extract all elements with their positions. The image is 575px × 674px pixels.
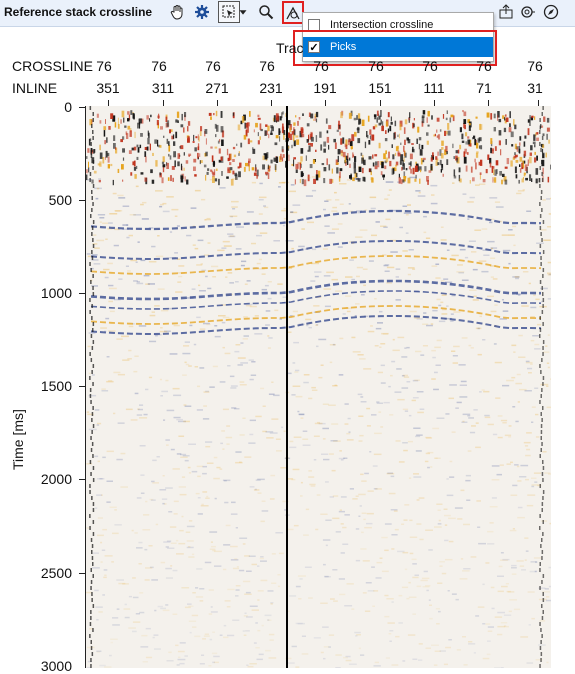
y-tick [79,200,85,201]
y-tick-label: 0 [64,99,72,115]
compass-icon[interactable] [541,2,561,22]
inline-value: 71 [476,80,492,96]
inline-value: 151 [368,80,392,96]
x-tick [380,100,381,106]
y-tick [79,479,85,480]
x-tick [538,100,539,106]
y-tick-label: 1000 [40,285,72,301]
picks-toggle-icon[interactable] [282,1,304,24]
y-tick [79,386,85,387]
menu-item-picks[interactable]: ✓ Picks [303,37,493,57]
target-icon[interactable] [518,2,538,22]
y-tick-label: 3000 [40,658,72,674]
menu-item-label: Intersection crossline [330,19,434,31]
x-tick [217,100,218,106]
y-axis-label: Time [ms] [10,409,26,470]
y-tick [79,107,85,108]
inline-value: 311 [151,80,175,96]
menu-item-intersection-crossline[interactable]: Intersection crossline [303,15,493,35]
crossline-value: 76 [151,58,167,74]
export-icon[interactable] [496,2,516,22]
panel-title: Reference stack crossline [4,5,153,19]
traces-axis-title: Trac [276,40,304,56]
crossline-label: CROSSLINE [12,58,93,74]
select-region-icon[interactable] [218,1,240,23]
crossline-value: 76 [96,58,112,74]
pan-hand-icon[interactable] [167,2,187,22]
seismic-image [86,106,551,668]
seismic-section[interactable] [85,106,551,668]
y-tick-label: 1500 [40,378,72,394]
x-tick [434,100,435,106]
inline-value: 271 [205,80,229,96]
checkbox-picks[interactable]: ✓ [308,41,320,54]
picks-dropdown-menu: Intersection crossline ✓ Picks [302,12,494,62]
inline-value: 31 [527,80,543,96]
crossline-value: 76 [313,58,329,74]
inline-value: 191 [313,80,337,96]
x-tick [488,100,489,106]
crossline-value: 76 [368,58,384,74]
zoom-icon[interactable] [256,2,276,22]
inline-value: 111 [423,80,445,96]
x-tick [108,100,109,106]
y-tick [79,573,85,574]
picks-highlight-box [293,30,497,66]
crossline-value: 76 [205,58,221,74]
inline-value: 231 [259,80,283,96]
y-tick-label: 2000 [40,471,72,487]
menu-item-label: Picks [330,41,357,53]
inline-value: 351 [96,80,120,96]
crossline-value: 76 [476,58,492,74]
x-tick [325,100,326,106]
inline-label: INLINE [12,80,58,96]
x-tick [163,100,164,106]
y-tick-label: 2500 [40,565,72,581]
crossline-value: 76 [527,58,543,74]
dropdown-arrow-icon[interactable] [236,2,250,22]
x-tick [271,100,272,106]
crossline-value: 76 [259,58,275,74]
gear-icon[interactable] [192,2,212,22]
y-tick [79,293,85,294]
crossline-value: 76 [422,58,438,74]
y-tick-label: 500 [48,192,72,208]
